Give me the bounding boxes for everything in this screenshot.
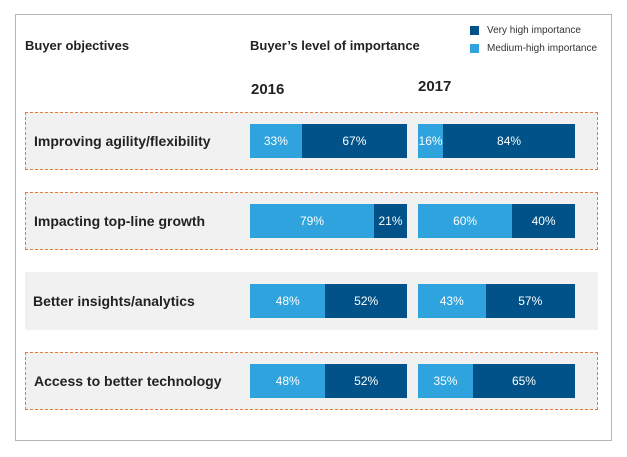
category-label: Access to better technology (34, 373, 222, 389)
stacked-bar-2016: 33% 67% (250, 124, 407, 158)
stacked-bar-2017: 60% 40% (418, 204, 575, 238)
bar-segment-medium-high: 60% (418, 204, 513, 238)
stacked-bar-2017: 16% 84% (418, 124, 575, 158)
year-label-2017: 2017 (418, 78, 452, 95)
bar-segment-very-high: 52% (325, 284, 407, 318)
bar-segment-medium-high: 48% (250, 284, 326, 318)
bar-segment-medium-high: 48% (250, 364, 326, 398)
stacked-bar-2017: 35% 65% (418, 364, 575, 398)
category-label: Better insights/analytics (33, 293, 195, 309)
legend-swatch-very-high (470, 26, 479, 35)
stacked-bar-2016: 79% 21% (250, 204, 407, 238)
bar-segment-medium-high: 35% (418, 364, 473, 398)
importance-header: Buyer’s level of importance (250, 38, 420, 53)
bar-segment-very-high: 65% (472, 364, 575, 398)
bar-segment-very-high: 67% (301, 124, 407, 158)
stacked-bar-2016: 48% 52% (250, 284, 407, 318)
bar-segment-very-high: 52% (325, 364, 407, 398)
stacked-bar-2016: 48% 52% (250, 364, 407, 398)
legend-label-medium-high: Medium-high importance (487, 43, 598, 54)
bar-segment-medium-high: 79% (250, 204, 375, 238)
bar-segment-very-high: 40% (512, 204, 575, 238)
legend-swatch-medium-high (470, 44, 479, 53)
stacked-bar-2017: 43% 57% (418, 284, 575, 318)
category-label: Impacting top-line growth (34, 213, 206, 229)
legend-medium-high: Medium-high importance (470, 43, 597, 54)
bar-segment-very-high: 57% (485, 284, 575, 318)
bar-segment-medium-high: 43% (418, 284, 486, 318)
objectives-header: Buyer objectives (25, 38, 130, 53)
bar-segment-medium-high: 16% (418, 124, 444, 158)
legend-very-high: Very high importance (470, 25, 581, 36)
bar-segment-very-high: 21% (374, 204, 407, 238)
year-label-2016: 2016 (251, 81, 285, 98)
category-label: Improving agility/flexibility (34, 133, 211, 149)
legend-label-very-high: Very high importance (487, 25, 581, 36)
chart-frame (15, 14, 612, 441)
bar-segment-medium-high: 33% (250, 124, 302, 158)
bar-segment-very-high: 84% (443, 124, 575, 158)
